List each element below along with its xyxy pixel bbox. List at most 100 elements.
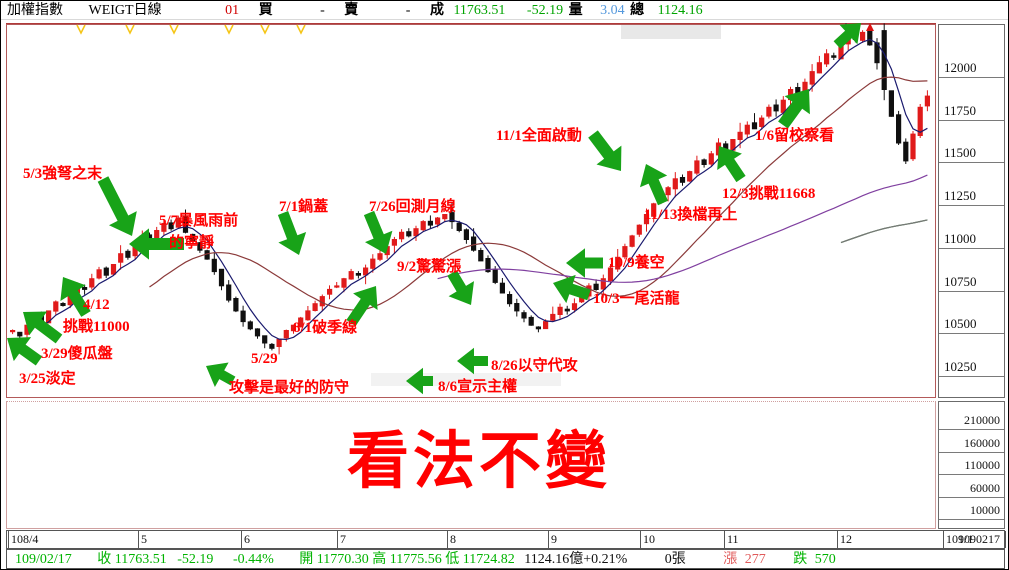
chart-annotation-a5: 挑戰11000: [63, 319, 130, 335]
chart-annotation-a18: 10/3一尾活龍: [593, 291, 680, 307]
status-bar: 109/02/17 收 11763.51 -52.19 -0.44% 開 117…: [6, 549, 1005, 569]
chart-annotation-a14: 8/6宣示主權: [438, 379, 518, 395]
status-close: 11763.51: [114, 552, 167, 567]
status-up-count: 277: [744, 552, 766, 567]
price-axis-tick: 12000: [939, 35, 1004, 78]
status-high: 11775.56: [389, 552, 442, 567]
chart-annotation-a19: 11/13換檔再上: [644, 207, 738, 223]
price-axis-tick-label: 11000: [944, 230, 977, 246]
status-turnover: 1124.16億+0.21%: [524, 552, 628, 567]
date-axis-tick: 2: [1005, 531, 1008, 548]
status-lots: 0張: [664, 552, 686, 567]
status-open-label: 開: [299, 552, 314, 567]
volume-axis-tick-label: 10000: [970, 502, 1000, 517]
volume-axis-tick-label: 210000: [964, 413, 1000, 428]
status-down-label: 跌: [793, 552, 808, 567]
price-axis-tick-label: 12000: [944, 59, 977, 75]
status-down-count: 570: [814, 552, 836, 567]
price-axis-tick: 11500: [939, 121, 1004, 164]
price-chart-panel[interactable]: [6, 24, 936, 398]
status-low-label: 低: [445, 552, 460, 567]
chart-annotation-a21: 1/6留校察看: [755, 128, 835, 144]
ask-value: -: [405, 3, 411, 18]
volume-axis-tick-label: 110000: [964, 458, 1000, 473]
date-axis-tick: 12: [837, 531, 852, 548]
price-axis-tick-label: 10500: [944, 316, 977, 332]
price-axis-tick-label: 11250: [944, 188, 977, 203]
chart-annotation-a7: 3/25淡定: [19, 371, 76, 387]
price-axis-tick: 11000: [939, 206, 1004, 249]
date-axis-tick: 8: [447, 531, 456, 548]
volume-axis-tick: 60000: [939, 475, 1004, 498]
volume-axis-tick: 10000: [939, 498, 1004, 520]
total-value: 1124.16: [657, 3, 703, 18]
chart-annotation-a1: 5/3強弩之末: [23, 166, 103, 182]
chart-annotation-a12: 攻擊是最好的防守: [229, 380, 350, 396]
quote-code: 01: [225, 3, 240, 18]
last-label: 成: [429, 3, 444, 18]
bid-label: 買: [258, 3, 273, 18]
quote-header-bar: 加權指數 WEIGT日線 01 買 - 賣 - 成 11763.51 -52.1…: [1, 1, 1008, 20]
price-axis-scale: 12000 11750 11500 11250 11000 10750 10500 10250: [938, 24, 1005, 398]
date-axis-tick: 109/1: [943, 531, 973, 548]
price-axis-tick-label: 10250: [944, 359, 977, 374]
volume-axis-tick-label: 160000: [964, 435, 1000, 450]
date-axis-tick: 7: [337, 531, 346, 548]
status-open: 11770.30: [316, 552, 369, 567]
price-axis-tick: 11750: [939, 78, 1004, 121]
chart-annotation-a9: 7/26回測月線: [369, 199, 456, 215]
chart-annotation-a20: 12/3挑戰11668: [722, 186, 816, 202]
volume-axis-tick-label: 60000: [970, 480, 1000, 495]
chart-annotation-a10: 8/1破季線: [293, 320, 358, 336]
chart-annotation-a17: 10/9養空: [608, 255, 665, 271]
date-axis-tick: 11: [724, 531, 739, 548]
chart-annotation-a13: 9/2驚驚漲: [397, 259, 462, 275]
last-price: 11763.51: [453, 3, 506, 18]
chart-annotation-a4: 4/12: [83, 297, 110, 313]
volume-value: 3.04: [600, 3, 625, 18]
date-axis-right-label: 1090217: [958, 532, 1000, 546]
slogan-text: 看法不變: [346, 424, 611, 497]
volume-axis-tick: 160000: [939, 430, 1004, 453]
total-label: 總: [630, 3, 645, 18]
volume-label: 量: [568, 3, 583, 18]
status-change-pct: -0.44%: [232, 552, 274, 567]
volume-chart-panel[interactable]: [6, 401, 936, 529]
price-axis-tick-label: 10750: [944, 273, 977, 289]
highlight-block-top: [621, 25, 721, 39]
status-low: 11724.82: [462, 552, 515, 567]
price-axis-tick: 10750: [939, 249, 1004, 292]
status-high-label: 高: [372, 552, 387, 567]
date-axis: 1090217 108/4 5 6 7 8 9 10 11 12 109/1 2: [6, 530, 1006, 549]
volume-axis-tick: 110000: [939, 453, 1004, 476]
price-axis-tick: 10500: [939, 292, 1004, 335]
price-axis-tick: 11250: [939, 163, 1004, 206]
ask-label: 賣: [344, 3, 359, 18]
date-axis-tick: 9: [548, 531, 557, 548]
chart-annotation-a8: 7/1鍋蓋: [279, 199, 329, 215]
status-change: -52.19: [177, 552, 214, 567]
date-axis-tick: 6: [241, 531, 250, 548]
chart-annotation-a15: 8/26以守代攻: [491, 358, 578, 374]
volume-axis-tick: 210000: [939, 408, 1004, 431]
date-axis-tick: 10: [640, 531, 655, 548]
volume-axis-scale: 210000 160000 110000 60000 10000: [938, 401, 1005, 529]
chart-annotation-a2: 5/7暴風雨前: [159, 213, 239, 229]
price-axis-tick-label: 11500: [944, 145, 977, 161]
chart-annotation-a3: 的寧靜: [169, 235, 215, 251]
chart-annotation-a11: 5/29: [251, 351, 278, 367]
chart-annotation-a16: 11/1全面啟動: [496, 128, 582, 144]
status-date: 109/02/17: [15, 552, 72, 567]
status-up-label: 漲: [723, 552, 738, 567]
price-axis-tick-label: 11750: [944, 102, 977, 118]
price-change: -52.19: [526, 3, 564, 18]
symbol-period: WEIGT日線: [88, 3, 162, 18]
index-name: 加權指數: [7, 3, 63, 18]
bid-value: -: [320, 3, 325, 18]
chart-annotation-a6: 3/29傻瓜盤: [41, 346, 113, 362]
date-axis-tick: 5: [138, 531, 147, 548]
price-axis-tick: 10250: [939, 334, 1004, 377]
status-close-label: 收: [97, 552, 112, 567]
date-axis-tick: 108/4: [8, 531, 38, 548]
